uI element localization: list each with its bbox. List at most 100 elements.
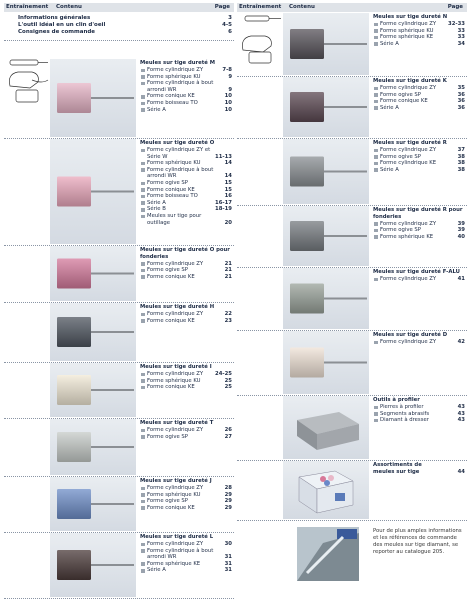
image-cell [50, 419, 136, 475]
header-page: Page [214, 4, 230, 10]
product-image [57, 83, 134, 113]
toc-entry: Forme cylindrique ZY 24-25 [140, 371, 232, 378]
toc-entry: Forme sphérique KU 25 [140, 378, 232, 385]
page-number: 44 [457, 469, 465, 476]
toc-content: Meules sur tige dureté O Forme cylindriqu… [140, 140, 232, 226]
toc-entry: Forme sphérique KE 33 [373, 34, 465, 41]
table-header: Entraînement Contenu Page [4, 3, 234, 12]
entry-text: Forme ogive SP [373, 227, 448, 234]
page-number: 34 [457, 40, 465, 47]
entry-text: Forme cylindrique KE [373, 160, 448, 167]
image-cell [283, 13, 369, 75]
toc-entry: Forme sphérique KU 9 [140, 74, 232, 81]
toc-row: Meules sur tige dureté M Forme cylindriqu… [4, 58, 234, 139]
toc-entry: Forme conique KE 10 [140, 93, 232, 100]
toc-row: Meules sur tige dureté N Forme cylindriqu… [237, 12, 467, 77]
note-row: Pour de plus amples informations et les … [237, 520, 467, 598]
page-number: 21 [224, 267, 232, 274]
entry-text: Forme conique KE [140, 93, 215, 100]
toc-entry: Série A 31 [140, 567, 232, 574]
page-number: 9 [228, 86, 232, 93]
entry-text: Forme sphérique KE [373, 234, 448, 241]
page-number: 38 [457, 160, 465, 167]
page-number: 15 [224, 186, 232, 193]
toc-entry: Forme sphérique KU 33 [373, 28, 465, 35]
page-number: 16-17 [215, 199, 232, 206]
entry-text: Forme ogive SP [140, 267, 215, 274]
page-number: 22 [224, 311, 232, 318]
section-title: Meules sur tige dureté T [140, 420, 214, 426]
entry-text: Forme sphérique KU [140, 160, 215, 167]
entry-text: Forme boisseau TO [140, 100, 215, 107]
page-number: 21 [224, 273, 232, 280]
toc-entry: Forme boisseau TO 16 [140, 193, 232, 200]
toc-entry: Forme sphérique KU 14 [140, 160, 232, 167]
product-image [57, 489, 134, 519]
product-image [57, 375, 134, 405]
entry-text: Forme sphérique KU [140, 378, 215, 385]
toc-content: Meules sur tige dureté T Forme cylindriqu… [140, 420, 232, 440]
page-number: 35 [457, 85, 465, 92]
image-cell [283, 206, 369, 266]
intro-text: L'outil idéal en un clin d'oeil [18, 22, 106, 28]
toc-row: Outils à profiler Pierres à profiler 43 Seg… [237, 395, 467, 461]
image-cell [50, 363, 136, 417]
left-column: Entraînement Contenu Page Informations g… [4, 0, 234, 600]
page-number: 28 [224, 485, 232, 492]
section-title: Meules sur tige dureté R pour fonderies [373, 207, 463, 220]
toc-entry: Forme conique KE 23 [140, 318, 232, 325]
entry-text: Forme conique KE [373, 98, 448, 105]
image-cell [50, 246, 136, 301]
page-number: 11-13 [215, 153, 232, 160]
section-title: Meules sur tige dureté R [373, 140, 447, 146]
entry-text: Série A [373, 105, 448, 112]
toc-entry: Forme conique KE 29 [140, 505, 232, 512]
toc-entry: Forme cylindrique ZY 42 [373, 339, 465, 346]
page-number: 14 [224, 173, 232, 180]
section-title: Meules sur tige dureté N [373, 14, 448, 20]
page-number: 43 [457, 417, 465, 424]
page-number: 25 [224, 377, 232, 384]
page-number: 10 [224, 100, 232, 107]
product-image [298, 470, 354, 514]
section-title: Meules sur tige dureté K [373, 78, 447, 84]
entry-text: Diamant à dresser [373, 417, 448, 424]
toc-entry: Forme conique KE 15 [140, 187, 232, 194]
image-cell [50, 477, 136, 531]
toc-entry: Forme ogive SP 36 [373, 92, 465, 99]
page-number: 38 [457, 166, 465, 173]
entry-text: Forme cylindrique à bout arrondi WR [140, 548, 215, 561]
toc-row: Assortiments de meules sur tige 44 [237, 460, 467, 521]
page-number: 29 [224, 491, 232, 498]
entry-text: Segments abrasifs [373, 411, 448, 418]
intro-text: Consignes de commande [18, 29, 96, 35]
entry-text: Série A [140, 107, 215, 114]
page-number: 10 [224, 106, 232, 113]
page-number: 31 [224, 554, 232, 561]
toc-entry: Forme ogive SP 29 [140, 498, 232, 505]
toc-entry: Pierres à profiler 43 [373, 404, 465, 411]
toc-entry: Forme cylindrique ZY 37 [373, 147, 465, 154]
toc-entry: Forme cylindrique ZY 30 [140, 541, 232, 548]
toc-entry: Forme ogive SP 27 [140, 434, 232, 441]
toc-row: Meules sur tige dureté I Forme cylindriqu… [4, 362, 234, 419]
toc-entry: Forme cylindrique ZY 39 [373, 221, 465, 228]
section-title: Meules sur tige dureté L [140, 534, 214, 540]
image-cell [283, 396, 369, 459]
entry-text: Forme ogive SP [140, 434, 215, 441]
toc-entry: Meules sur tige pour outillage 20 [140, 213, 232, 226]
entry-text: Meules sur tige pour outillage [140, 213, 215, 226]
toc-entry: Série A 16-17 [140, 200, 232, 207]
header-content: Contenu [56, 4, 82, 10]
toc-entry: Forme boisseau TO 10 [140, 100, 232, 107]
entry-text: Forme cylindrique ZY [373, 339, 448, 346]
toc-entry: Série A 38 [373, 167, 465, 174]
toc-entry: Forme ogive SP 21 [140, 267, 232, 274]
image-cell [283, 521, 369, 597]
section-title: Meules sur tige dureté M [140, 60, 216, 66]
toc-entry: Forme cylindrique ZY 28 [140, 485, 232, 492]
toc-entry: Forme cylindrique ZY 35 [373, 85, 465, 92]
page-number: 40 [457, 233, 465, 240]
section-title: Meules sur tige dureté J [140, 478, 212, 484]
